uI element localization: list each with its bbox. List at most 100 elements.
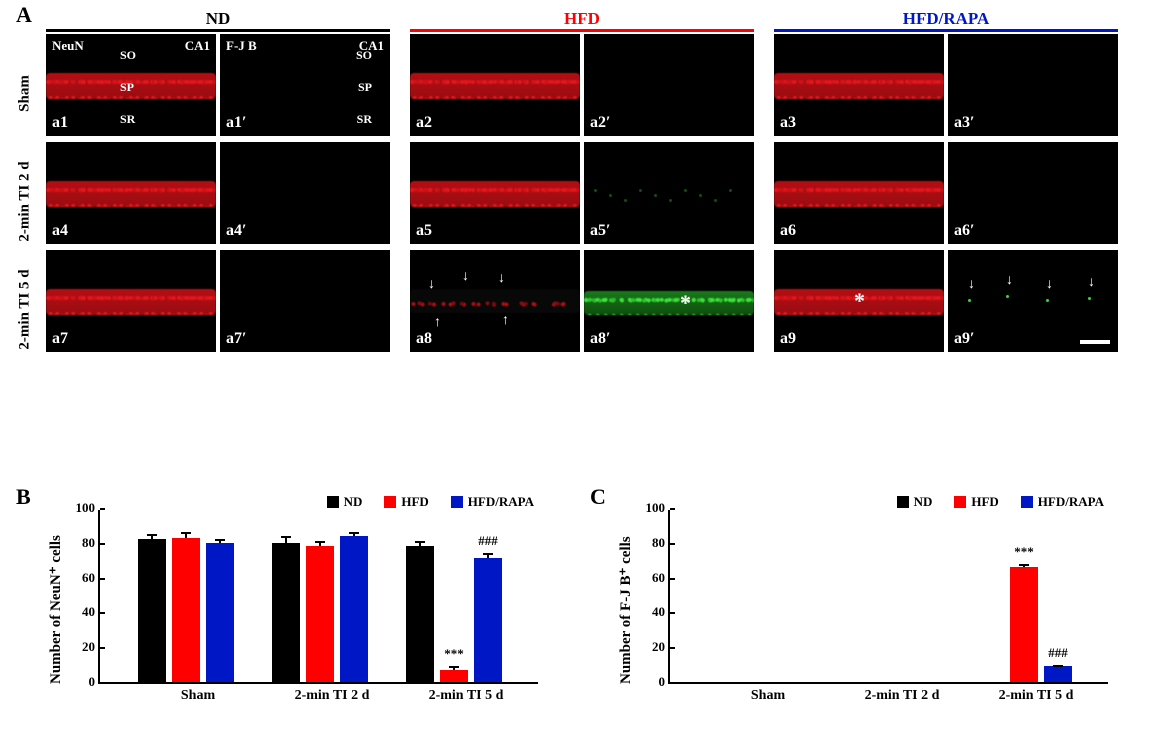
- micrograph-cell: a5: [410, 142, 580, 244]
- y-tick: 60: [70, 570, 100, 586]
- legend-label: ND: [914, 494, 933, 510]
- bar: [206, 543, 234, 682]
- legend-swatch: [897, 496, 909, 508]
- legend-swatch: [384, 496, 396, 508]
- legend-label: HFD/RAPA: [468, 494, 534, 510]
- significance-marker: ***: [444, 646, 464, 662]
- chart-c-plot: 020406080100Sham2-min TI 2 d2-min TI 5 d…: [668, 510, 1108, 684]
- micrograph-cell: a4′: [220, 142, 390, 244]
- y-tick: 80: [70, 535, 100, 551]
- chart-c: NDHFDHFD/RAPA Number of F-J B⁺ cells 020…: [604, 498, 1144, 718]
- legend-swatch: [1021, 496, 1033, 508]
- cell-tag: a7: [52, 330, 68, 348]
- micrograph-cell: F-J BCA1SOSPSRa1′: [220, 34, 390, 136]
- row-label: Sham: [17, 43, 34, 145]
- chart-c-legend: ND HFD HFD/RAPA: [897, 494, 1104, 510]
- legend-label: HFD: [401, 494, 428, 510]
- micrograph-cell: a6: [774, 142, 944, 244]
- chart-b: NDHFDHFD/RAPA Number of NeuN⁺ cells 0204…: [34, 498, 574, 718]
- x-label: 2-min TI 2 d: [832, 688, 972, 704]
- micrograph-cell: *a9: [774, 250, 944, 352]
- cell-tag: a1′: [226, 114, 247, 132]
- micrograph-cell: NeuNCA1SOSPSRa1: [46, 34, 216, 136]
- legend-swatch: [327, 496, 339, 508]
- cell-tag: a6′: [954, 222, 975, 240]
- cell-tag: a5: [416, 222, 432, 240]
- group-line-hfd: [410, 29, 754, 32]
- legend-item: ND: [897, 494, 933, 510]
- x-label: Sham: [698, 688, 838, 704]
- micrograph-cell: *a8′: [584, 250, 754, 352]
- cell-tag: a9: [780, 330, 796, 348]
- legend-label: HFD/RAPA: [1038, 494, 1104, 510]
- micrograph-cell: ↓↓↓↑↑a8: [410, 250, 580, 352]
- chart-c-ylabel: Number of F-J B⁺ cells: [616, 536, 635, 684]
- y-tick: 60: [640, 570, 670, 586]
- micrograph-cell: a2: [410, 34, 580, 136]
- x-label: 2-min TI 2 d: [262, 688, 402, 704]
- legend-item: HFD: [384, 494, 428, 510]
- legend-label: HFD: [971, 494, 998, 510]
- x-label: 2-min TI 5 d: [396, 688, 536, 704]
- cell-tag: a8′: [590, 330, 611, 348]
- micrograph-cell: a3: [774, 34, 944, 136]
- y-tick: 20: [70, 639, 100, 655]
- micrograph-cell: a7′: [220, 250, 390, 352]
- significance-marker: ###: [1048, 645, 1068, 661]
- significance-marker: ###: [478, 533, 498, 549]
- y-tick: 0: [640, 674, 670, 690]
- scale-bar: [1080, 340, 1110, 344]
- panel-label-b: B: [16, 484, 31, 510]
- cell-tag: a6: [780, 222, 796, 240]
- cell-tag: a8: [416, 330, 432, 348]
- bar: [306, 546, 334, 682]
- cell-tag: a2′: [590, 114, 611, 132]
- x-label: 2-min TI 5 d: [966, 688, 1106, 704]
- group-line-nd: [46, 29, 390, 32]
- legend-label: ND: [344, 494, 363, 510]
- significance-marker: ***: [1014, 544, 1034, 560]
- group-line-hfdrapa: [774, 29, 1118, 32]
- bar: ***: [1010, 567, 1038, 682]
- micrograph-cell: a4: [46, 142, 216, 244]
- micrograph-cell: a2′: [584, 34, 754, 136]
- group-title-hfdrapa: HFD/RAPA: [774, 10, 1118, 28]
- chart-b-plot: 020406080100Sham2-min TI 2 d2-min TI 5 d…: [98, 510, 538, 684]
- bar: ###: [474, 558, 502, 682]
- group-hfd: HFD: [410, 10, 754, 32]
- y-tick: 100: [70, 500, 100, 516]
- y-tick: 20: [640, 639, 670, 655]
- y-tick: 100: [640, 500, 670, 516]
- legend-item: ND: [327, 494, 363, 510]
- group-title-nd: ND: [46, 10, 390, 28]
- row-label: 2-min TI 2 d: [17, 151, 34, 253]
- x-label: Sham: [128, 688, 268, 704]
- cell-tag: a5′: [590, 222, 611, 240]
- cell-tag: a3′: [954, 114, 975, 132]
- y-tick: 40: [640, 604, 670, 620]
- y-tick: 80: [640, 535, 670, 551]
- bar: [340, 536, 368, 682]
- bar: ***: [440, 670, 468, 682]
- chart-b-legend: ND HFD HFD/RAPA: [327, 494, 534, 510]
- panel-label-a: A: [16, 2, 32, 28]
- micrograph-cell: a3′: [948, 34, 1118, 136]
- legend-swatch: [954, 496, 966, 508]
- bar: [272, 543, 300, 682]
- group-nd: ND: [46, 10, 390, 32]
- bar: [406, 546, 434, 682]
- bar: ###: [1044, 666, 1072, 682]
- group-title-hfd: HFD: [410, 10, 754, 28]
- micrograph-cell: a7: [46, 250, 216, 352]
- cell-tag: a3: [780, 114, 796, 132]
- micrograph-cell: ↓↓↓↓a9′: [948, 250, 1118, 352]
- cell-tag: a9′: [954, 330, 975, 348]
- y-tick: 0: [70, 674, 100, 690]
- micrograph-cell: a5′: [584, 142, 754, 244]
- micrograph-cell: a6′: [948, 142, 1118, 244]
- bar: [172, 538, 200, 682]
- legend-item: HFD/RAPA: [1021, 494, 1104, 510]
- chart-b-ylabel: Number of NeuN⁺ cells: [46, 535, 65, 684]
- cell-tag: a2: [416, 114, 432, 132]
- cell-tag: a4: [52, 222, 68, 240]
